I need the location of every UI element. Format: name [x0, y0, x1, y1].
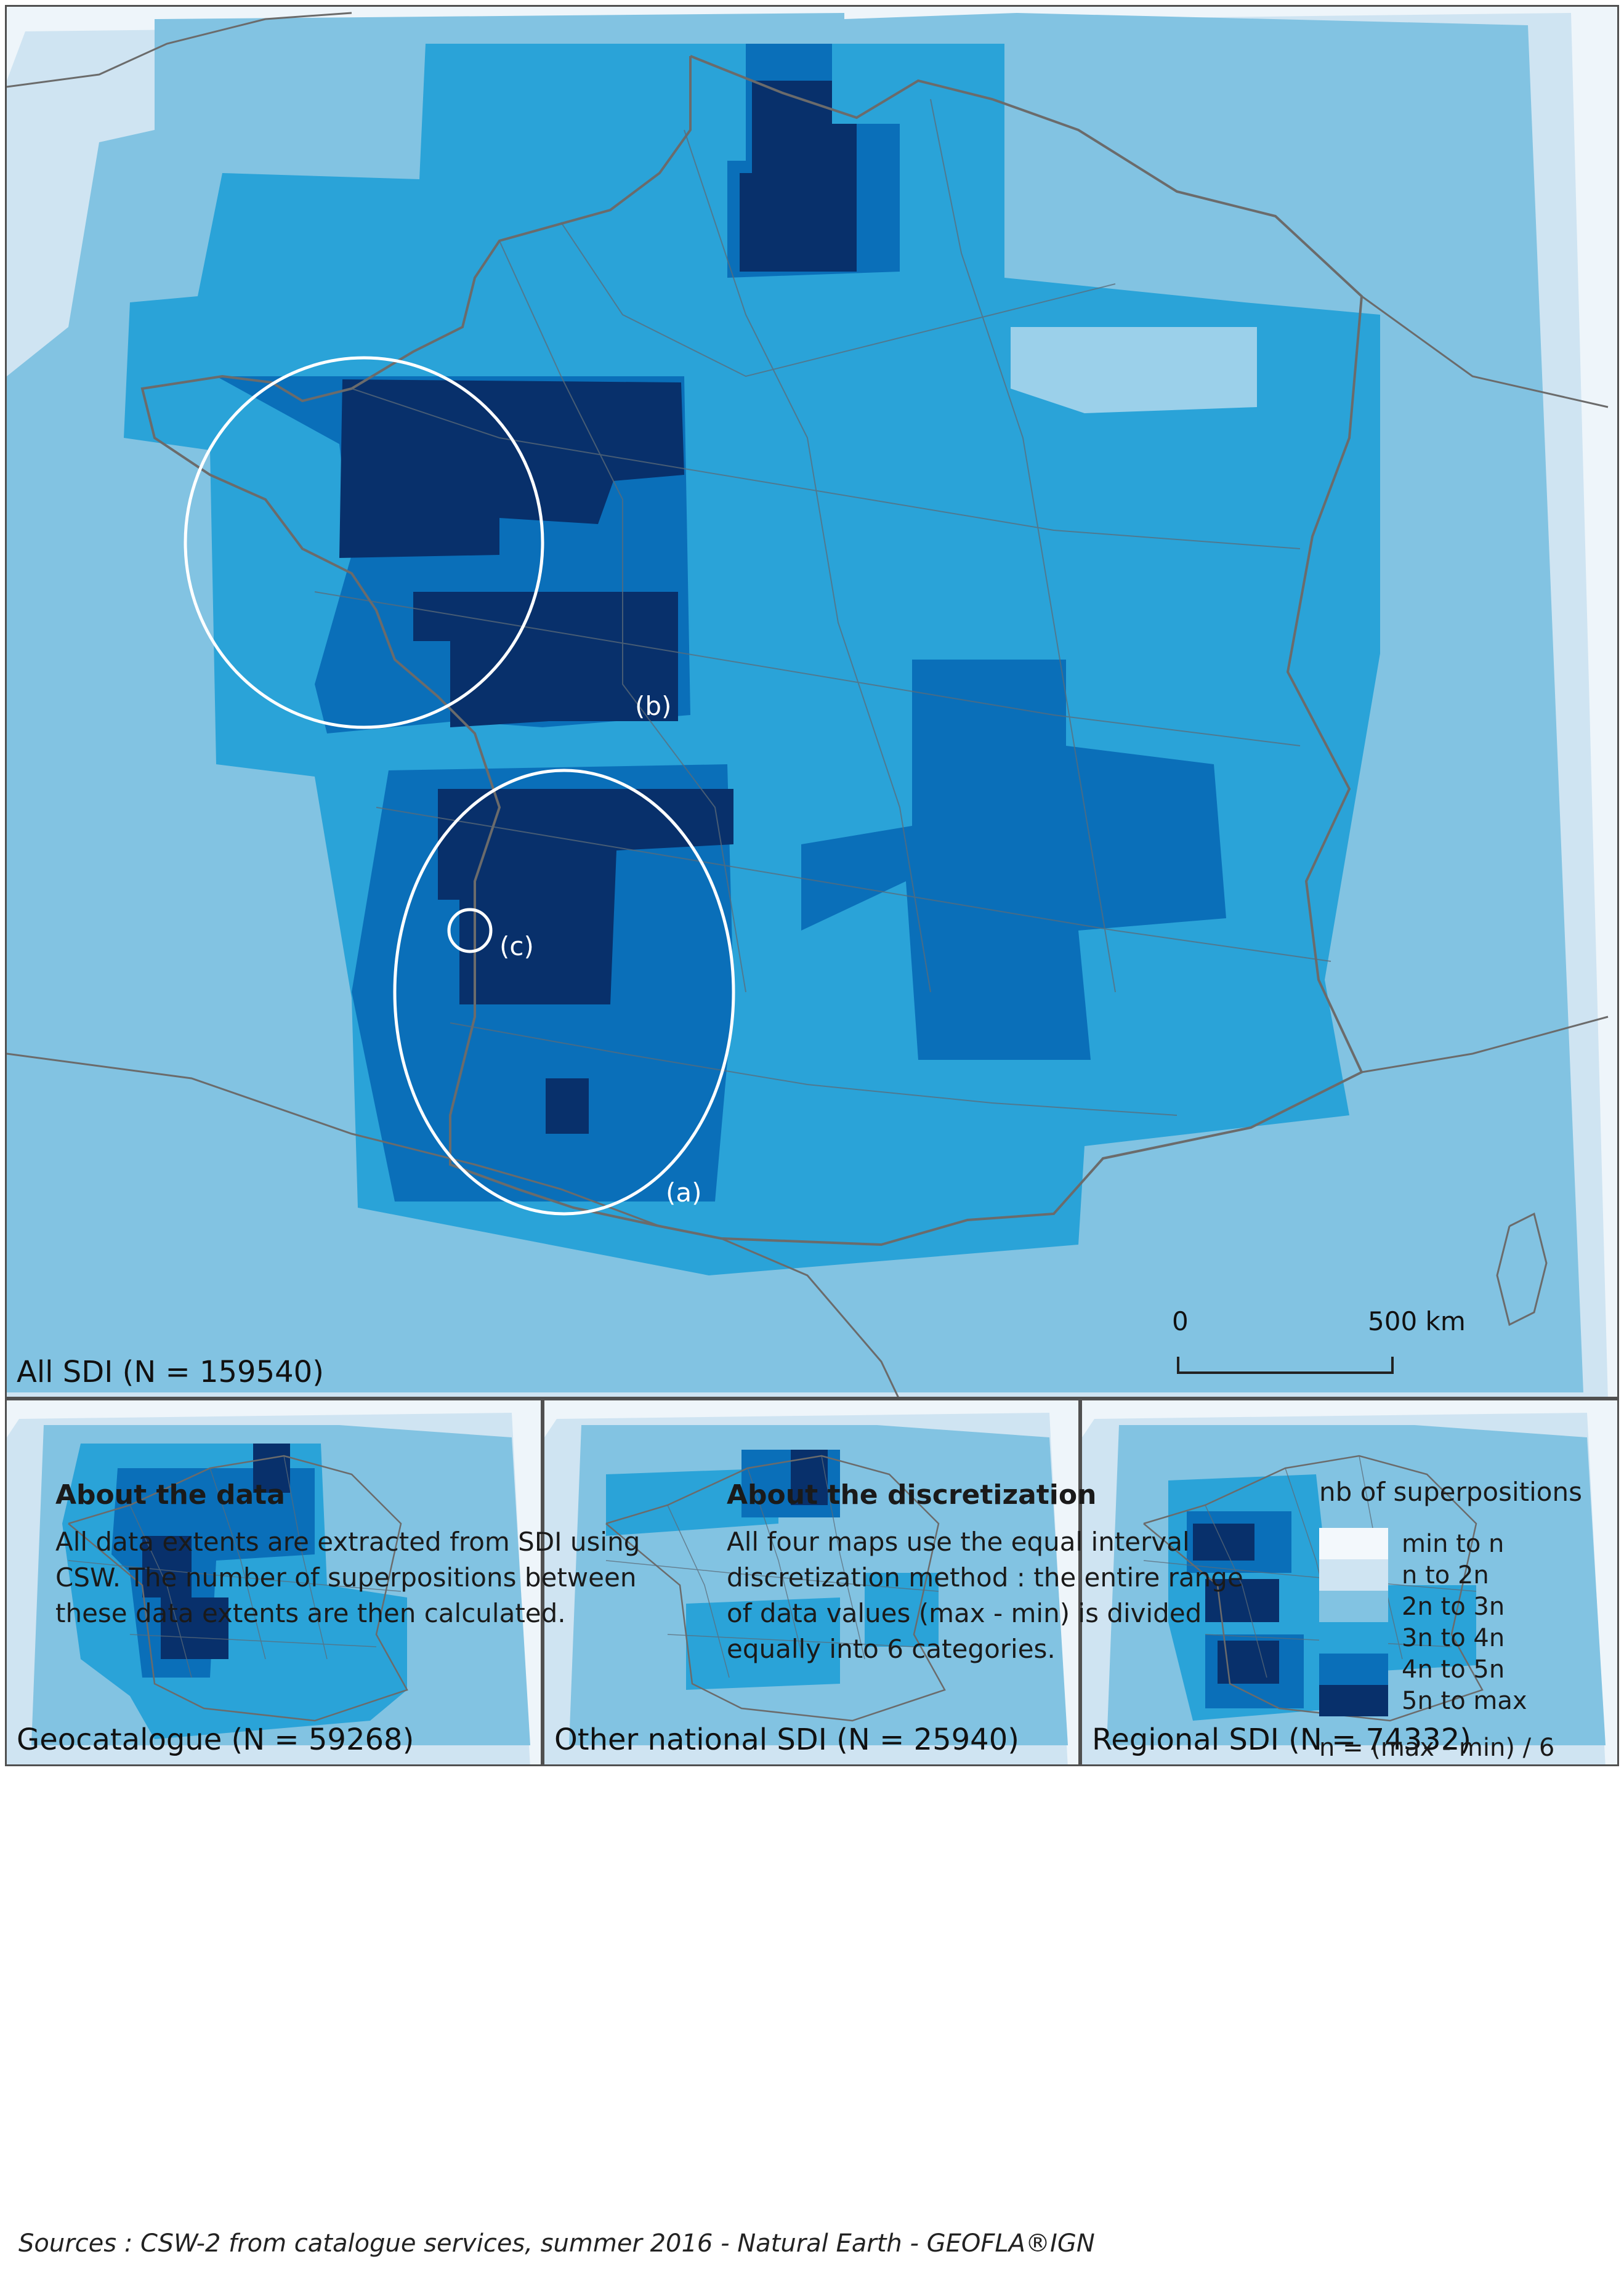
pyrenees-border — [7, 1052, 899, 1397]
annotation-label-c: (c) — [499, 931, 534, 961]
legend-swatch — [1319, 1591, 1388, 1622]
legend-item: n to 2n — [1319, 1559, 1615, 1591]
legend-item: 2n to 3n — [1319, 1591, 1615, 1622]
legend-label: 4n to 5n — [1402, 1655, 1505, 1684]
legend-label: 3n to 4n — [1402, 1623, 1505, 1652]
east-border — [1361, 295, 1609, 408]
annotation-label-a: (a) — [666, 1177, 702, 1208]
department-borders — [314, 99, 1331, 1116]
extent-5n-max-sw — [438, 789, 733, 1004]
about-discretization-line-3: of data values (max - min) is divided — [727, 1598, 1202, 1628]
about-data-section: About the data All data extents are extr… — [55, 1479, 671, 1631]
other-national-map-panel: Other national SDI (N = 25940) — [543, 1399, 1080, 1766]
other-national-map — [544, 1400, 1078, 1764]
extent-5n-max-north — [740, 81, 857, 272]
legend-swatch — [1319, 1685, 1388, 1716]
legend-label: 2n to 3n — [1402, 1592, 1505, 1621]
about-discretization-title: About the discretization — [727, 1479, 1097, 1511]
legend-item: 5n to max — [1319, 1685, 1615, 1716]
scale-end: 500 km — [1368, 1306, 1466, 1336]
annotation-circle-c — [447, 908, 493, 953]
legend-label: 5n to max — [1402, 1686, 1527, 1715]
corsica — [1496, 1212, 1548, 1327]
about-discretization-line-2: discretization method : the entire range — [727, 1562, 1243, 1593]
legend-item: min to n — [1319, 1528, 1615, 1559]
about-data-line-2: CSW. The number of superpositions betwee… — [55, 1562, 637, 1593]
about-discretization-section: About the discretization All four maps u… — [727, 1479, 1281, 1667]
main-map-panel: (b) (a) (c) 0 500 km All SDI (N = 159540… — [5, 5, 1619, 1399]
geocatalogue-map-label: Geocatalogue (N = 59268) — [17, 1723, 414, 1757]
legend-item: 4n to 5n — [1319, 1654, 1615, 1685]
legend-swatch — [1319, 1622, 1388, 1654]
other-national-map-label: Other national SDI (N = 25940) — [554, 1723, 1019, 1757]
extent-5n-max-sw-small — [546, 1078, 589, 1134]
legend-swatch — [1319, 1654, 1388, 1685]
legend: nb of superpositions min to n n to 2n 2n t… — [1319, 1477, 1615, 1762]
annotation-label-b: (b) — [635, 691, 671, 721]
legend-swatch — [1319, 1559, 1388, 1591]
legend-label: n to 2n — [1402, 1561, 1489, 1589]
legend-title: nb of superpositions — [1319, 1477, 1582, 1507]
geocatalogue-map-panel: Geocatalogue (N = 59268) — [5, 1399, 543, 1766]
annotation-circle-a — [393, 769, 735, 1216]
extent-4n-5n-east — [801, 660, 1226, 1060]
legend-swatch — [1319, 1528, 1388, 1559]
regional-map-label: Regional SDI (N = 74332) — [1092, 1723, 1471, 1757]
extent-light-ne — [1011, 327, 1257, 413]
about-data-line-3: these data extents are then calculated. — [55, 1598, 566, 1628]
legend-rows: min to n n to 2n 2n to 3n 3n to 4n 4n to 5n 5… — [1319, 1528, 1615, 1716]
east-border-2 — [1361, 1016, 1609, 1073]
extent-5n-max-west2 — [413, 592, 678, 727]
main-map: (b) (a) (c) — [7, 7, 1617, 1397]
sources-credit: Sources : CSW-2 from catalogue services,… — [18, 2229, 1095, 2258]
about-data-line-1: All data extents are extracted from SDI … — [55, 1527, 640, 1557]
about-discretization-line-4: equally into 6 categories. — [727, 1634, 1056, 1664]
geocatalogue-map — [7, 1400, 541, 1764]
annotation-circle-b — [184, 356, 544, 729]
extent-5n-max-west1 — [339, 379, 684, 558]
about-discretization-line-1: All four maps use the equal interval — [727, 1527, 1190, 1557]
scale-bar: 0 500 km — [1165, 1306, 1466, 1386]
uk-coast — [7, 12, 352, 88]
scale-start: 0 — [1172, 1306, 1189, 1336]
about-data-title: About the data — [55, 1479, 285, 1511]
legend-formula: n = (max - min) / 6 — [1319, 1734, 1555, 1762]
legend-item: 3n to 4n — [1319, 1622, 1615, 1654]
main-map-label: All SDI (N = 159540) — [17, 1355, 324, 1389]
country-borders — [140, 55, 1363, 1246]
legend-label: min to n — [1402, 1529, 1505, 1558]
